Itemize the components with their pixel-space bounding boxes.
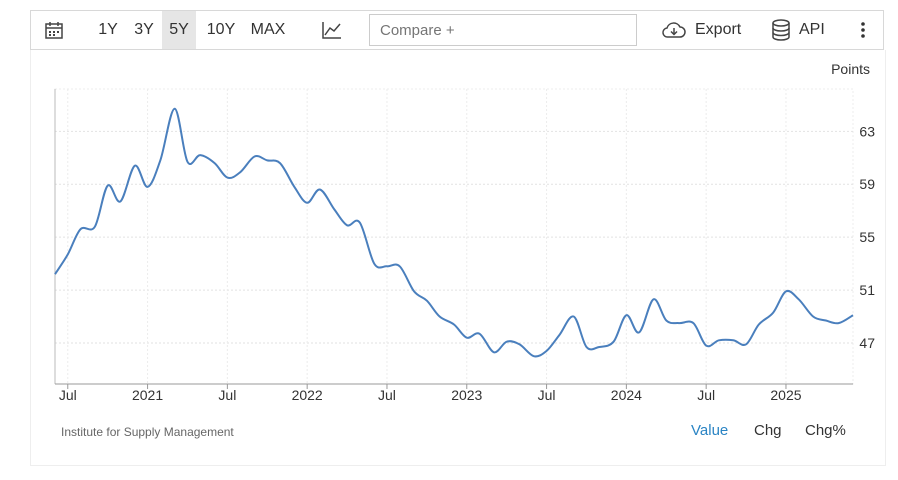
calendar-icon[interactable] bbox=[39, 11, 69, 49]
range-1y-button[interactable]: 1Y bbox=[98, 21, 118, 38]
database-icon bbox=[772, 19, 790, 41]
x-tick-label: Jul bbox=[378, 387, 396, 403]
x-tick-label: Jul bbox=[218, 387, 236, 403]
range-5y-button[interactable]: 5Y bbox=[162, 11, 196, 49]
x-tick-label: Jul bbox=[59, 387, 77, 403]
line-chart-icon[interactable] bbox=[317, 11, 347, 49]
value-tab[interactable]: Value bbox=[691, 422, 729, 439]
y-tick-label: 51 bbox=[859, 282, 875, 298]
chg-tab[interactable]: Chg bbox=[754, 422, 782, 439]
x-tick-label: Jul bbox=[538, 387, 556, 403]
api-label: API bbox=[799, 21, 825, 38]
unit-label: Points bbox=[831, 61, 870, 77]
source-label: Institute for Supply Management bbox=[61, 425, 234, 439]
cloud-download-icon bbox=[662, 22, 686, 38]
x-tick-label: 2025 bbox=[770, 387, 801, 403]
chart-toolbar: 1Y 3Y 5Y 10Y MAX Export API bbox=[30, 10, 884, 50]
chart-card bbox=[30, 50, 886, 466]
x-tick-label: 2024 bbox=[611, 387, 642, 403]
x-tick-label: 2021 bbox=[132, 387, 163, 403]
more-options-icon[interactable] bbox=[853, 11, 873, 49]
export-button[interactable]: Export bbox=[661, 11, 743, 49]
x-tick-label: Jul bbox=[697, 387, 715, 403]
y-tick-label: 47 bbox=[859, 335, 875, 351]
range-3y-button[interactable]: 3Y bbox=[134, 21, 154, 38]
y-tick-label: 63 bbox=[859, 123, 875, 139]
x-tick-label: 2022 bbox=[292, 387, 323, 403]
chg-percent-tab[interactable]: Chg% bbox=[805, 422, 846, 439]
y-tick-label: 55 bbox=[859, 229, 875, 245]
range-max-button[interactable]: MAX bbox=[250, 21, 286, 38]
series-line[interactable] bbox=[54, 107, 854, 358]
compare-input[interactable] bbox=[369, 14, 637, 46]
api-button[interactable]: API bbox=[771, 11, 831, 49]
export-label: Export bbox=[695, 21, 742, 38]
range-10y-button[interactable]: 10Y bbox=[206, 21, 236, 38]
x-tick-label: 2023 bbox=[451, 387, 482, 403]
y-tick-label: 59 bbox=[859, 176, 875, 192]
